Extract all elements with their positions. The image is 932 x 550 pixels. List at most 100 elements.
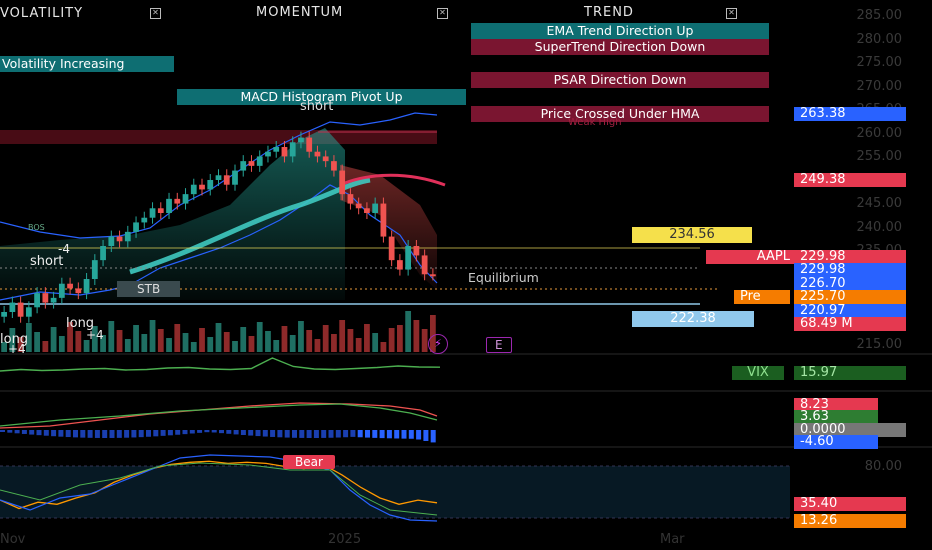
earnings-badge[interactable]: E [486, 337, 512, 353]
volume-bar [265, 331, 271, 352]
volume-bar [322, 325, 329, 352]
volume-bar [347, 329, 354, 352]
macd-tag-1: 8.23 [794, 398, 878, 412]
macd-hist-bar [94, 430, 100, 438]
volume-bar [339, 320, 346, 352]
candle [50, 297, 57, 303]
candle [25, 307, 32, 317]
macd-hist-bar [87, 430, 93, 438]
blue-price-tag: 222.38 [632, 311, 754, 327]
signal-psar-down: PSAR Direction Down [471, 72, 769, 88]
macd-hist-bar [306, 430, 312, 438]
signal-volatility-increasing: Volatility Increasing [0, 56, 174, 72]
macd-hist-bar [14, 430, 20, 434]
volume-bar [166, 338, 172, 352]
candle [1, 312, 8, 317]
red-ma [339, 173, 446, 187]
candles-layer [1, 131, 436, 323]
price-axis-label: 255.00 [856, 149, 903, 164]
trend-close-icon[interactable]: ✕ [726, 8, 737, 19]
volume-bar [240, 327, 247, 352]
volume-bar [108, 321, 115, 352]
macd-hist-bar [299, 430, 305, 438]
candle [17, 302, 24, 317]
volume-bar [405, 311, 412, 352]
band-price-tag: 226.70 [794, 277, 906, 291]
volume-bar [1, 342, 8, 352]
long-label-2: long [0, 332, 29, 347]
rsi-tag-2: 13.26 [794, 514, 906, 528]
macd-hist-bar [29, 430, 35, 435]
macd-histogram [0, 430, 436, 443]
volume-bar [141, 334, 148, 352]
minus4-label: -4 [58, 242, 70, 256]
macd-hist-bar [430, 430, 436, 443]
volume-tag: 68.49 M [794, 317, 906, 331]
macd-hist-bar [277, 430, 283, 438]
candle [42, 293, 49, 303]
volume-bar [413, 320, 420, 352]
macd-hist-bar [36, 430, 42, 436]
volume-bar [190, 342, 197, 352]
macd-hist-bar [109, 430, 115, 438]
lower-band-price-tag: 220.97 [794, 304, 906, 318]
candle [413, 246, 420, 256]
macd-hist-bar [116, 430, 122, 438]
macd-hist-bar [182, 430, 188, 435]
macd-hist-bar [313, 430, 319, 438]
volume-bar [9, 328, 16, 352]
volume-bar [289, 335, 296, 352]
candle [306, 137, 313, 152]
plus4-label: +4 [8, 342, 26, 356]
volume-bar [331, 334, 337, 352]
equilibrium-label: Equilibrium [468, 270, 539, 285]
macd-line [0, 402, 438, 429]
candle [157, 208, 164, 213]
macd-hist-bar [233, 430, 239, 435]
candle [289, 142, 296, 157]
time-axis-nov: Nov [0, 532, 26, 547]
volume-bar [199, 328, 205, 352]
candle [347, 194, 354, 204]
macd-hist-bar [255, 430, 261, 437]
bear-label: Bear [283, 455, 335, 469]
volume-bar [25, 323, 32, 352]
yellow-price-tag: 234.56 [632, 227, 752, 243]
candle [380, 203, 387, 237]
volume-bar [42, 341, 49, 352]
candle [388, 236, 395, 261]
supertrend-price-tag: 249.38 [794, 173, 906, 187]
trend-header: TREND [584, 5, 634, 20]
volume-bar [215, 323, 222, 352]
price-axis-label: 240.00 [856, 219, 903, 235]
vix-line [0, 357, 441, 372]
volatility-close-icon[interactable]: ✕ [150, 8, 161, 19]
volume-bar [232, 341, 238, 352]
volume-bar [34, 332, 40, 352]
signal-supertrend-down: SuperTrend Direction Down [471, 39, 769, 55]
volume-bar [174, 324, 181, 352]
volume-bar [372, 333, 379, 352]
momentum-close-icon[interactable]: ✕ [437, 8, 448, 19]
candle [322, 156, 329, 162]
candle [182, 194, 189, 204]
candle [58, 283, 65, 298]
candle [429, 274, 436, 277]
price-axis-label: 215.00 [856, 337, 903, 352]
candle [207, 180, 214, 190]
candle [141, 217, 148, 223]
upper-band [0, 112, 438, 239]
volume-bar [397, 325, 403, 352]
volume-bar [298, 321, 304, 352]
lightning-icon[interactable]: ⚡ [428, 334, 448, 354]
candle [265, 151, 271, 157]
candle [190, 184, 197, 195]
macd-tag-2: 3.63 [794, 410, 878, 424]
candle [397, 260, 403, 270]
volume-bar [133, 325, 139, 352]
candle [166, 198, 172, 213]
volume-bar [100, 335, 106, 352]
volume-bar [388, 328, 395, 352]
macd-hist-bar [379, 430, 385, 439]
